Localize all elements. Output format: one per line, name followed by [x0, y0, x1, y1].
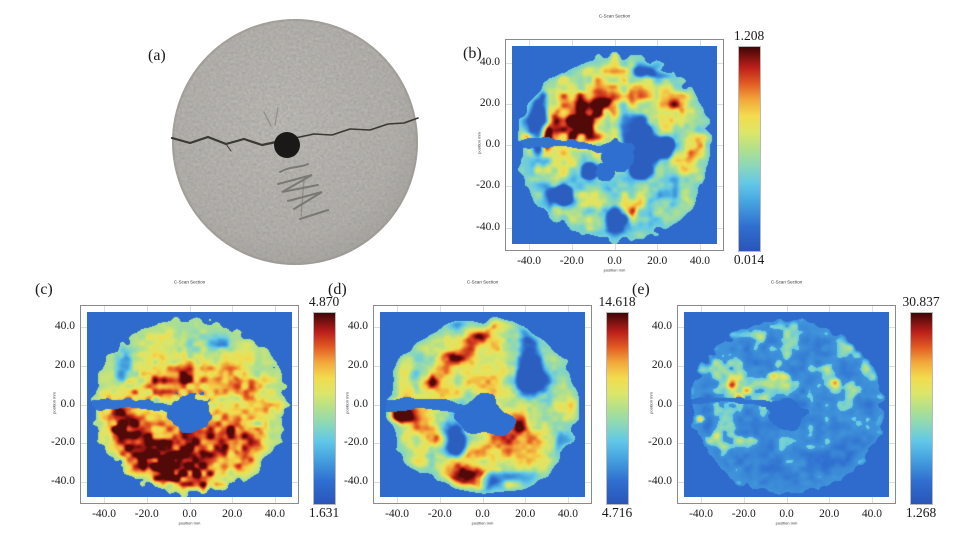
colorbar: [738, 46, 761, 252]
plot-title: C-Scan Section: [466, 280, 499, 285]
plot-title: C-Scan Section: [173, 280, 206, 285]
x-tick-label: 0.0: [182, 508, 197, 520]
x-tick-label: 0.0: [779, 508, 794, 520]
colorbar-min-value: 1.268: [905, 505, 937, 520]
panel-b-heatmap: (b) C-Scan Section position mm position …: [450, 6, 790, 273]
heatmap-canvas: [512, 46, 717, 244]
plot-area: [373, 305, 592, 504]
colorbar-max-value: 4.870: [308, 294, 340, 309]
colorbar: [606, 312, 629, 505]
x-axis-label: position mm: [178, 521, 201, 526]
colorbar-min-value: 0.014: [733, 252, 765, 267]
heatmap-canvas: [684, 312, 889, 497]
panel-a-label: (a): [148, 47, 166, 64]
colorbar-max-value: 1.208: [733, 28, 765, 43]
heatmap-canvas: [380, 312, 585, 497]
y-tick-label: 0.0: [353, 397, 368, 410]
x-tick-label: 40.0: [689, 255, 710, 267]
plot-title: C-Scan Section: [598, 14, 631, 19]
y-tick-label: -20.0: [344, 436, 368, 449]
x-tick-label: -40.0: [517, 255, 542, 267]
colorbar-max-value: 30.837: [902, 294, 940, 309]
panel-c-heatmap: (c) C-Scan Section position mm position …: [25, 272, 365, 538]
x-tick-label: -20.0: [731, 508, 756, 520]
x-axis-label: position mm: [471, 521, 494, 526]
panel-e-label: (e): [632, 281, 650, 298]
x-tick-label: 20.0: [222, 508, 243, 520]
plot-area: [677, 305, 896, 504]
specimen-photo: [170, 19, 419, 265]
plot-area: [505, 39, 724, 251]
x-tick-label: 0.0: [607, 255, 622, 267]
panel-a-photo: (a): [128, 12, 458, 274]
colorbar-min-value: 4.716: [601, 505, 633, 520]
y-tick-label: -40.0: [476, 220, 500, 233]
y-tick-label: 40.0: [651, 320, 672, 333]
x-tick-label: 40.0: [264, 508, 285, 520]
panel-e-heatmap: (e) C-Scan Section position mm position …: [622, 272, 962, 538]
pencil-marks: [263, 107, 329, 220]
heatmap-canvas: [87, 312, 292, 497]
x-tick-label: -20.0: [427, 508, 452, 520]
colorbar-max-value: 14.618: [598, 294, 636, 309]
y-tick-label: 0.0: [485, 138, 500, 150]
y-tick-label: -40.0: [648, 474, 672, 487]
colorbar-min-value: 1.631: [308, 505, 340, 520]
y-tick-label: -40.0: [344, 474, 368, 487]
x-tick-label: -40.0: [385, 508, 410, 520]
panel-d-label: (d): [328, 281, 347, 298]
y-tick-label: -40.0: [51, 474, 75, 487]
x-tick-label: 40.0: [861, 508, 882, 520]
x-axis-label: position mm: [603, 268, 626, 273]
x-tick-label: -20.0: [559, 255, 584, 267]
y-tick-label: 20.0: [347, 358, 368, 371]
panel-d-heatmap: (d) C-Scan Section position mm position …: [318, 272, 658, 538]
y-tick-label: 40.0: [479, 55, 500, 68]
x-tick-label: 20.0: [819, 508, 840, 520]
y-tick-label: 20.0: [479, 96, 500, 109]
y-tick-label: 40.0: [347, 320, 368, 333]
plot-title: C-Scan Section: [770, 280, 803, 285]
drill-hole: [274, 132, 300, 158]
y-tick-label: 40.0: [54, 320, 75, 333]
y-tick-label: -20.0: [51, 436, 75, 449]
y-tick-label: 0.0: [60, 397, 75, 410]
y-tick-label: 20.0: [54, 358, 75, 371]
x-tick-label: -40.0: [92, 508, 117, 520]
y-tick-label: -20.0: [476, 179, 500, 192]
colorbar: [910, 312, 933, 505]
plot-area: [80, 305, 299, 504]
colorbar: [313, 312, 336, 505]
x-tick-label: 20.0: [515, 508, 536, 520]
x-tick-label: 20.0: [647, 255, 668, 267]
x-axis-label: position mm: [775, 521, 798, 526]
x-tick-label: 0.0: [475, 508, 490, 520]
x-tick-label: -20.0: [134, 508, 159, 520]
x-tick-label: 40.0: [557, 508, 578, 520]
panel-b-label: (b): [463, 45, 482, 62]
y-tick-label: -20.0: [648, 436, 672, 449]
x-tick-label: -40.0: [689, 508, 714, 520]
y-tick-label: 0.0: [657, 397, 672, 410]
panel-c-label: (c): [35, 281, 53, 298]
y-tick-label: 20.0: [651, 358, 672, 371]
crack-line: [170, 117, 419, 152]
